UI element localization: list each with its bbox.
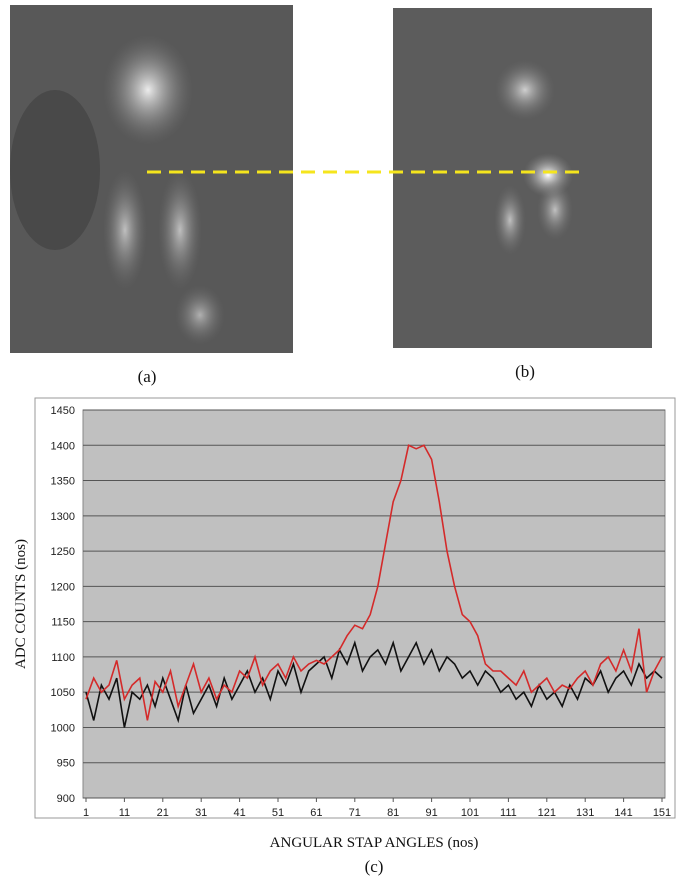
y-tick-label: 950 <box>57 758 75 770</box>
x-tick-label: 151 <box>653 807 671 819</box>
y-tick-label: 1400 <box>51 440 75 452</box>
panel-label: (c) <box>365 857 384 876</box>
x-axis-label: ANGULAR STAP ANGLES (nos) <box>270 835 479 851</box>
y-tick-label: 1050 <box>51 687 75 699</box>
x-tick-label: 141 <box>614 807 632 819</box>
x-tick-label: 61 <box>310 807 322 819</box>
plot-area <box>82 409 666 799</box>
y-tick-label: 1250 <box>51 546 75 558</box>
x-tick-label: 21 <box>157 807 169 819</box>
x-tick-label: 131 <box>576 807 594 819</box>
y-tick-label: 1000 <box>51 722 75 734</box>
x-tick-label: 71 <box>349 807 361 819</box>
y-tick-label: 1350 <box>51 476 75 488</box>
data-line <box>85 640 663 728</box>
data-line <box>85 444 663 721</box>
x-tick-label: 11 <box>119 807 130 819</box>
x-tick-label: 41 <box>233 807 245 819</box>
x-tick-label: 111 <box>500 807 517 819</box>
photo-b <box>393 8 652 348</box>
y-tick-label: 1450 <box>51 405 75 417</box>
x-tick-label: 31 <box>195 807 207 819</box>
x-tick-label: 51 <box>272 807 284 819</box>
y-tick-label: 1150 <box>51 617 75 629</box>
x-tick-label: 91 <box>425 807 437 819</box>
x-tick-label: 101 <box>461 807 479 819</box>
y-tick-label: 900 <box>57 793 75 805</box>
photo-a <box>10 5 293 353</box>
chart-frame <box>34 397 676 819</box>
x-tick-label: 121 <box>538 807 556 819</box>
y-tick-label: 1200 <box>51 581 75 593</box>
y-axis-label: ADC COUNTS (nos) <box>13 539 29 669</box>
y-tick-label: 1100 <box>51 652 75 664</box>
x-tick-label: 81 <box>387 807 399 819</box>
panel-label: (b) <box>515 362 535 381</box>
x-tick-label: 1 <box>83 807 89 819</box>
y-tick-label: 1300 <box>51 511 75 523</box>
panel-label: (a) <box>138 367 157 386</box>
